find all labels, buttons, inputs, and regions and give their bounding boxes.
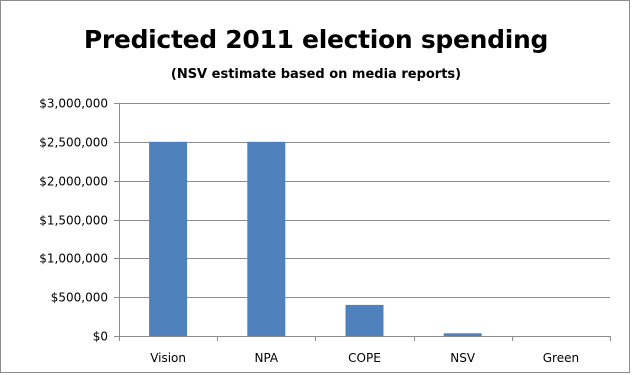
axes <box>114 103 611 341</box>
grid-lines <box>119 103 610 298</box>
y-tick-label: $0 <box>93 330 108 344</box>
y-tick-label: $3,000,000 <box>39 97 108 111</box>
y-tick-label: $500,000 <box>51 291 108 305</box>
x-tick-label: Green <box>543 351 579 365</box>
y-tick-labels: $0 $500,000 $1,000,000 $1,500,000 $2,000,000… <box>39 97 108 344</box>
bar-vision <box>149 141 188 336</box>
bar-npa <box>247 141 286 336</box>
chart-subtitle: (NSV estimate based on media reports) <box>170 67 462 82</box>
x-tick-labels: Vision NPA COPE NSV Green <box>150 351 579 365</box>
bars <box>149 141 482 336</box>
y-tick-label: $1,000,000 <box>39 252 108 266</box>
x-tick-label: Vision <box>150 351 186 365</box>
x-tick-label: NPA <box>254 351 278 365</box>
bar-nsv <box>443 333 482 336</box>
x-tick-label: COPE <box>348 351 381 365</box>
y-tick-label: $2,000,000 <box>39 175 108 189</box>
bar-cope <box>345 304 384 336</box>
y-tick-label: $2,500,000 <box>39 136 108 150</box>
x-tick-label: NSV <box>450 351 476 365</box>
y-tick-label: $1,500,000 <box>39 214 108 228</box>
chart-title: Predicted 2011 election spending <box>83 25 549 54</box>
